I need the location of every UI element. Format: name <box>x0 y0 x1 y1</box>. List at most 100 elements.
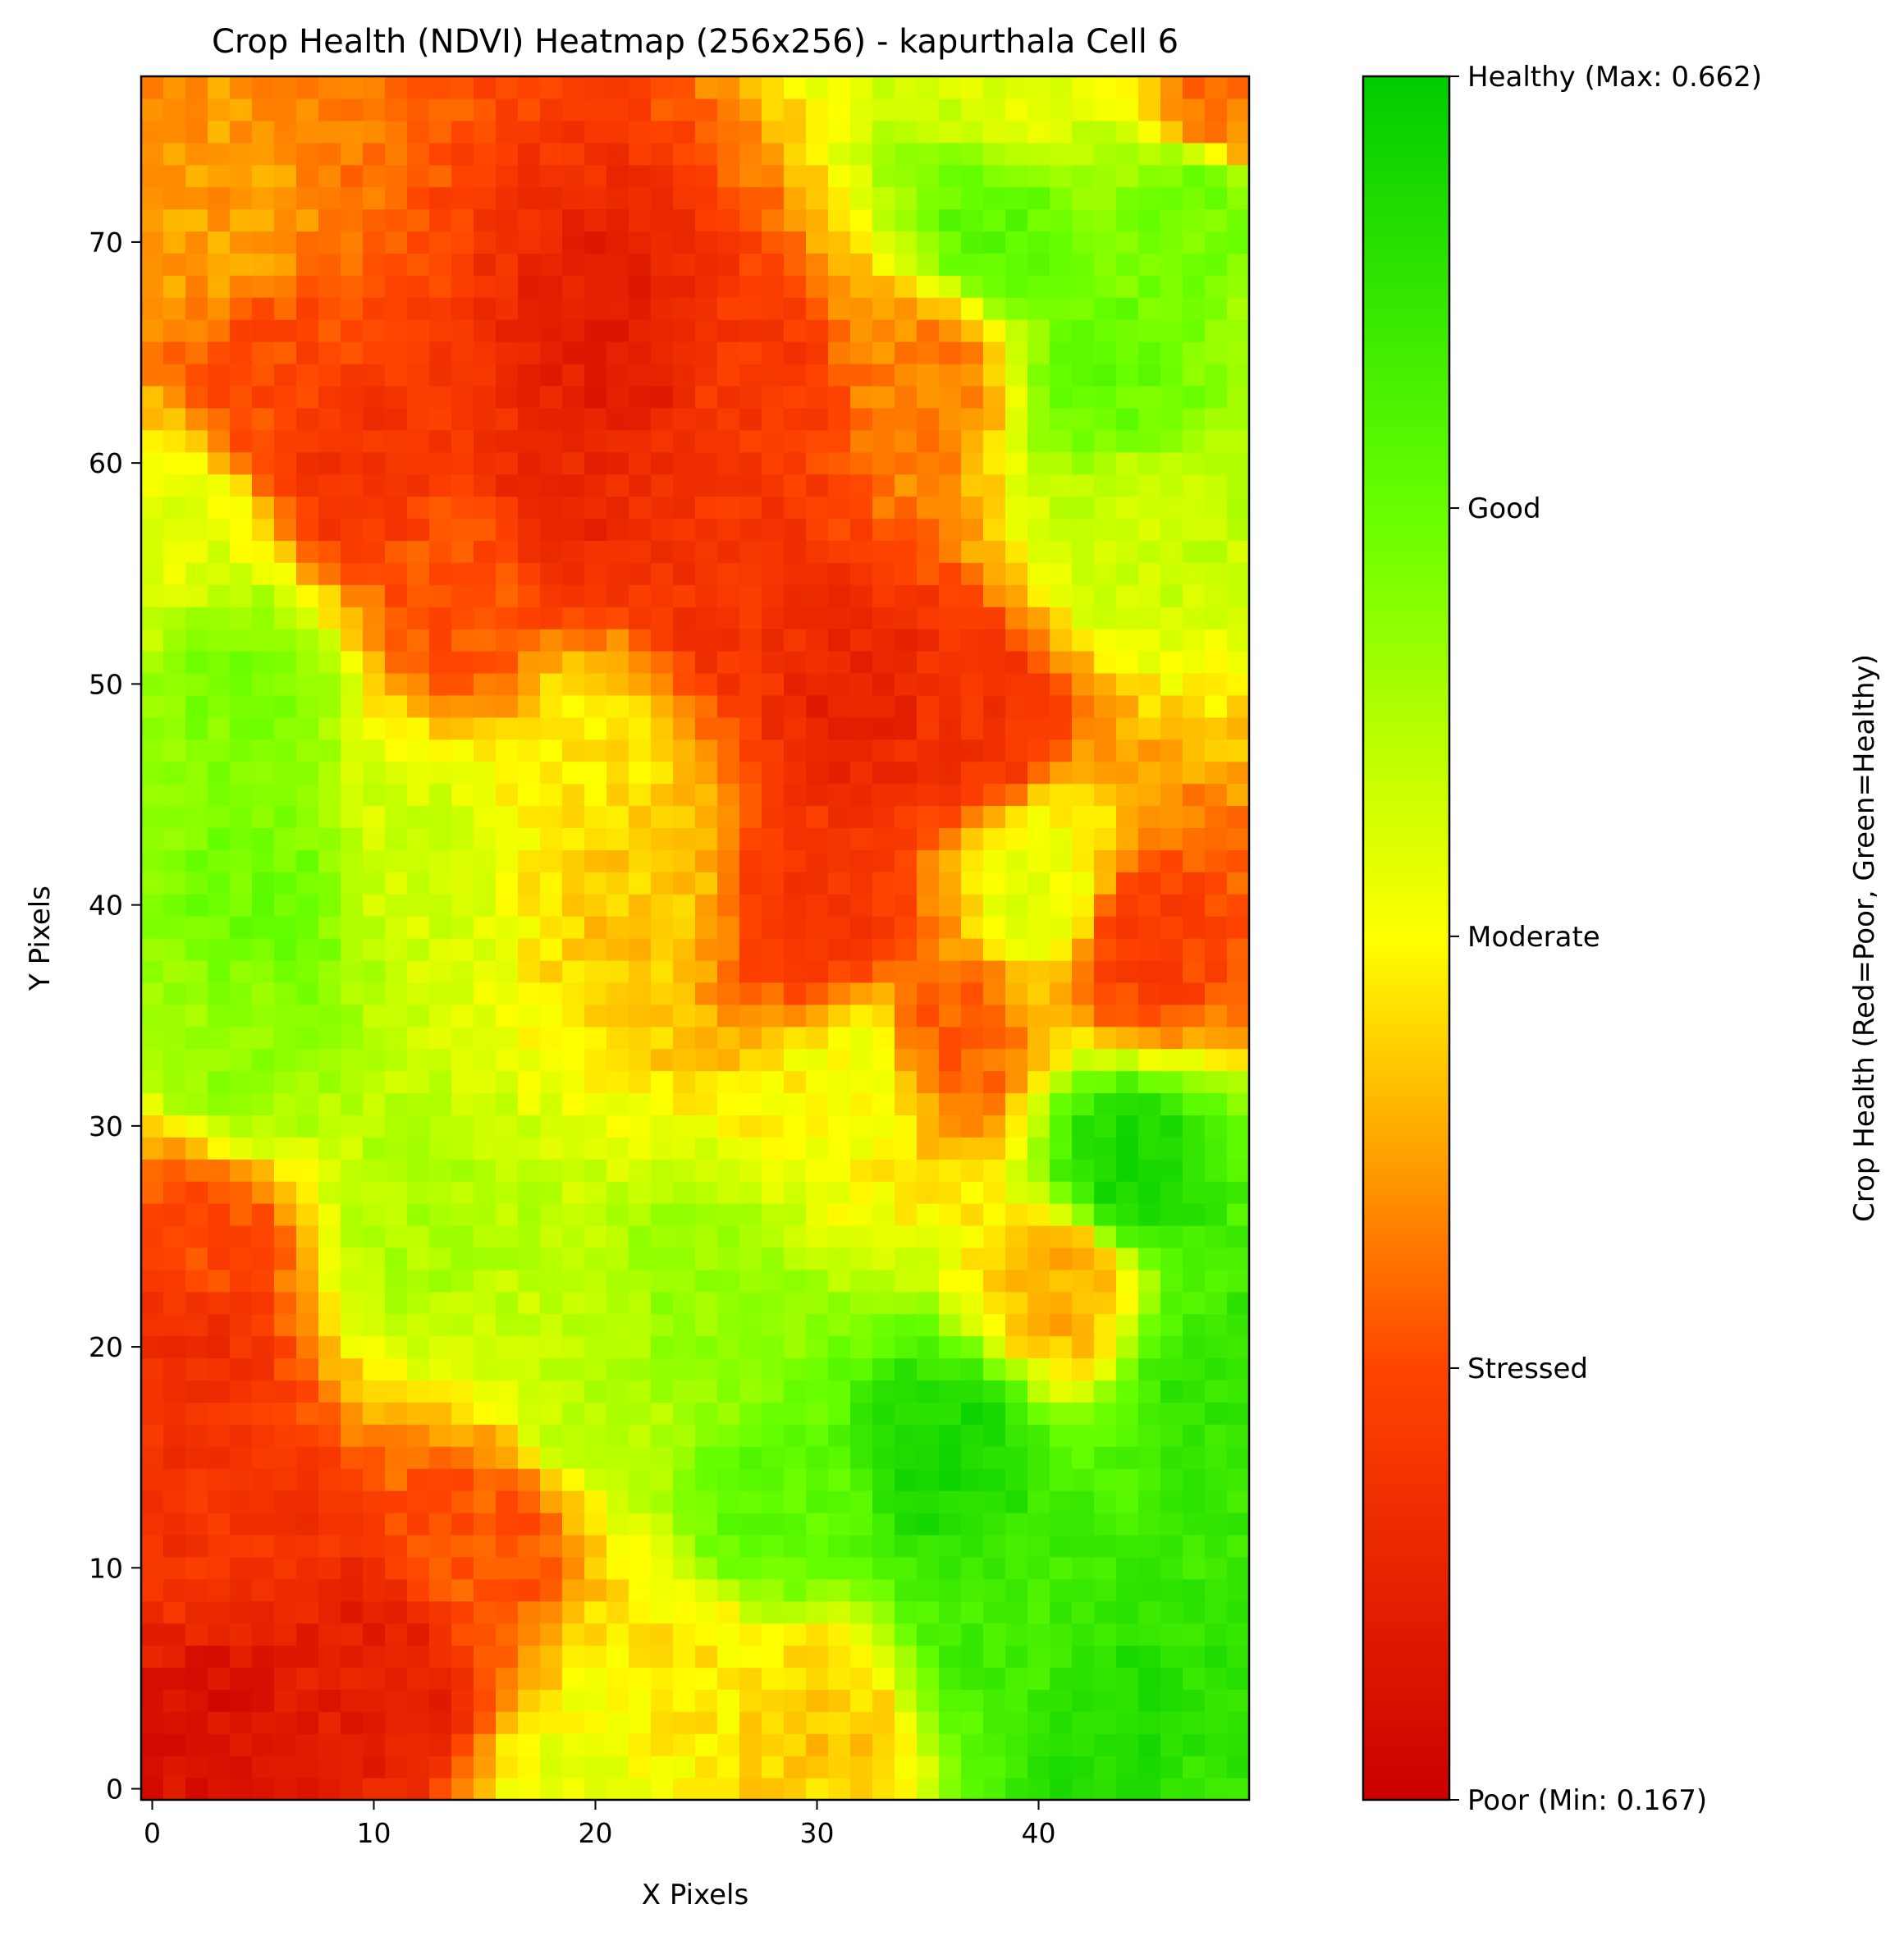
heatmap-cell <box>939 1115 962 1138</box>
heatmap-cell <box>562 672 585 696</box>
heatmap-cell <box>606 1600 629 1624</box>
heatmap-cell <box>1072 98 1095 121</box>
heatmap-cell <box>451 98 474 121</box>
heatmap-cell <box>1094 959 1117 983</box>
heatmap-cell <box>939 496 962 520</box>
heatmap-cell <box>407 319 430 342</box>
heatmap-cell <box>385 1468 408 1491</box>
heatmap-cell <box>341 1335 364 1359</box>
heatmap-cell <box>1138 1689 1161 1712</box>
heatmap-cell <box>850 894 873 917</box>
heatmap-cell <box>540 164 563 188</box>
heatmap-cell <box>983 208 1006 232</box>
heatmap-cell <box>496 364 519 387</box>
heatmap-cell <box>1138 1269 1161 1293</box>
heatmap-cell <box>341 164 364 188</box>
heatmap-cell <box>1205 231 1228 254</box>
heatmap-cell <box>1072 1600 1095 1624</box>
heatmap-cell <box>806 98 829 121</box>
heatmap-cell <box>1116 1402 1139 1425</box>
heatmap-cell <box>983 1159 1006 1182</box>
heatmap-cell <box>185 76 208 99</box>
heatmap-cell <box>1116 1203 1139 1226</box>
heatmap-cell <box>1072 1513 1095 1536</box>
heatmap-cell <box>1028 916 1050 939</box>
heatmap-cell <box>939 1181 962 1204</box>
heatmap-cell <box>363 231 386 254</box>
heatmap-cell <box>1005 451 1028 475</box>
heatmap-cell <box>739 1468 762 1491</box>
heatmap-cell <box>1050 959 1073 983</box>
heatmap-cell <box>1183 607 1206 629</box>
heatmap-cell <box>872 1115 895 1138</box>
heatmap-cell <box>1205 1380 1228 1403</box>
heatmap-cell <box>562 562 585 585</box>
heatmap-cell <box>806 451 829 475</box>
heatmap-cell <box>518 1225 541 1248</box>
heatmap-cell <box>141 98 164 121</box>
heatmap-cell <box>584 1159 607 1182</box>
heatmap-cell <box>1183 1689 1206 1712</box>
heatmap-cell <box>917 1490 940 1513</box>
heatmap-cell <box>518 208 541 232</box>
heatmap-cell <box>296 1357 319 1381</box>
heatmap-cell <box>584 1468 607 1491</box>
heatmap-cell <box>274 429 297 453</box>
heatmap-cell <box>1138 584 1161 607</box>
heatmap-cell <box>1160 1291 1183 1315</box>
heatmap-cell <box>341 938 364 961</box>
heatmap-cell <box>872 894 895 917</box>
heatmap-cell <box>584 1247 607 1270</box>
heatmap-cell <box>739 1313 762 1337</box>
heatmap-cell <box>252 1578 275 1602</box>
heatmap-cell <box>584 1756 607 1778</box>
heatmap-cell <box>540 562 563 585</box>
heatmap-cell <box>895 959 918 983</box>
heatmap-cell <box>1072 938 1095 961</box>
heatmap-cell <box>828 1645 851 1669</box>
heatmap-cell <box>540 651 563 674</box>
heatmap-cell <box>385 164 408 188</box>
heatmap-cell <box>363 275 386 298</box>
heatmap-cell <box>1138 1159 1161 1182</box>
heatmap-cell <box>983 805 1006 828</box>
heatmap-cell <box>961 1402 984 1425</box>
heatmap-cell <box>1205 253 1228 276</box>
heatmap-cell <box>673 429 696 453</box>
heatmap-cell <box>1160 894 1183 917</box>
heatmap-cell <box>296 938 319 961</box>
heatmap-cell <box>252 1225 275 1248</box>
heatmap-cell <box>717 1402 740 1425</box>
heatmap-cell <box>296 208 319 232</box>
heatmap-cell <box>385 1380 408 1403</box>
heatmap-cell <box>318 1291 341 1315</box>
heatmap-cell <box>451 872 474 895</box>
heatmap-cell <box>762 607 785 629</box>
heatmap-cell <box>695 672 718 696</box>
heatmap-cell <box>252 1004 275 1028</box>
heatmap-cell <box>850 120 873 144</box>
heatmap-cell <box>895 672 918 696</box>
heatmap-cell <box>939 739 962 762</box>
heatmap-cell <box>252 1600 275 1624</box>
heatmap-cell <box>208 1357 231 1381</box>
heatmap-cell <box>695 142 718 166</box>
heatmap-cell <box>1028 1556 1050 1580</box>
heatmap-cell <box>1116 231 1139 254</box>
heatmap-cell <box>939 1137 962 1160</box>
heatmap-cell <box>1005 518 1028 541</box>
heatmap-cell <box>739 1203 762 1226</box>
heatmap-cell <box>1160 783 1183 807</box>
heatmap-cell <box>917 407 940 431</box>
heatmap-cell <box>318 562 341 585</box>
heatmap-cell <box>651 1159 674 1182</box>
heatmap-cell <box>762 872 785 895</box>
heatmap-cell <box>983 1115 1006 1138</box>
heatmap-cell <box>1183 805 1206 828</box>
heatmap-cell <box>474 783 497 807</box>
heatmap-cell <box>141 1159 164 1182</box>
heatmap-cell <box>739 451 762 475</box>
heatmap-cell <box>341 275 364 298</box>
heatmap-cell <box>651 142 674 166</box>
heatmap-cell <box>1005 1335 1028 1359</box>
